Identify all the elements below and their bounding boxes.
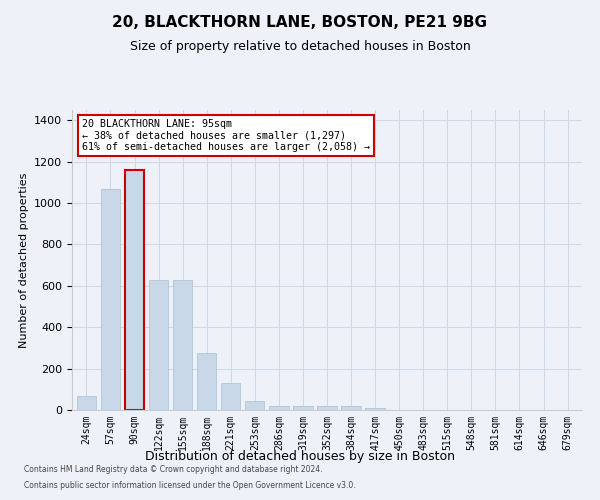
Bar (173, 280, 192, 410)
Text: Size of property relative to detached houses in Boston: Size of property relative to detached ho… (130, 40, 470, 53)
Y-axis label: Number of detached properties: Number of detached properties (19, 172, 29, 348)
Bar (317, 406, 337, 410)
Bar (341, 406, 361, 410)
Bar (221, 383, 241, 410)
Bar (77, 396, 96, 410)
Text: Contains HM Land Registry data © Crown copyright and database right 2024.: Contains HM Land Registry data © Crown c… (24, 466, 323, 474)
Bar (293, 406, 313, 410)
Text: Contains public sector information licensed under the Open Government Licence v3: Contains public sector information licen… (24, 480, 356, 490)
Text: 20 BLACKTHORN LANE: 95sqm
← 38% of detached houses are smaller (1,297)
61% of se: 20 BLACKTHORN LANE: 95sqm ← 38% of detac… (82, 119, 370, 152)
Text: Distribution of detached houses by size in Boston: Distribution of detached houses by size … (145, 450, 455, 463)
Bar (125, 170, 144, 410)
Bar (101, 188, 120, 410)
Bar (269, 406, 289, 410)
Bar (365, 408, 385, 410)
Text: 20, BLACKTHORN LANE, BOSTON, PE21 9BG: 20, BLACKTHORN LANE, BOSTON, PE21 9BG (113, 15, 487, 30)
Bar (245, 400, 265, 410)
Bar (149, 280, 168, 410)
Bar (197, 353, 217, 410)
